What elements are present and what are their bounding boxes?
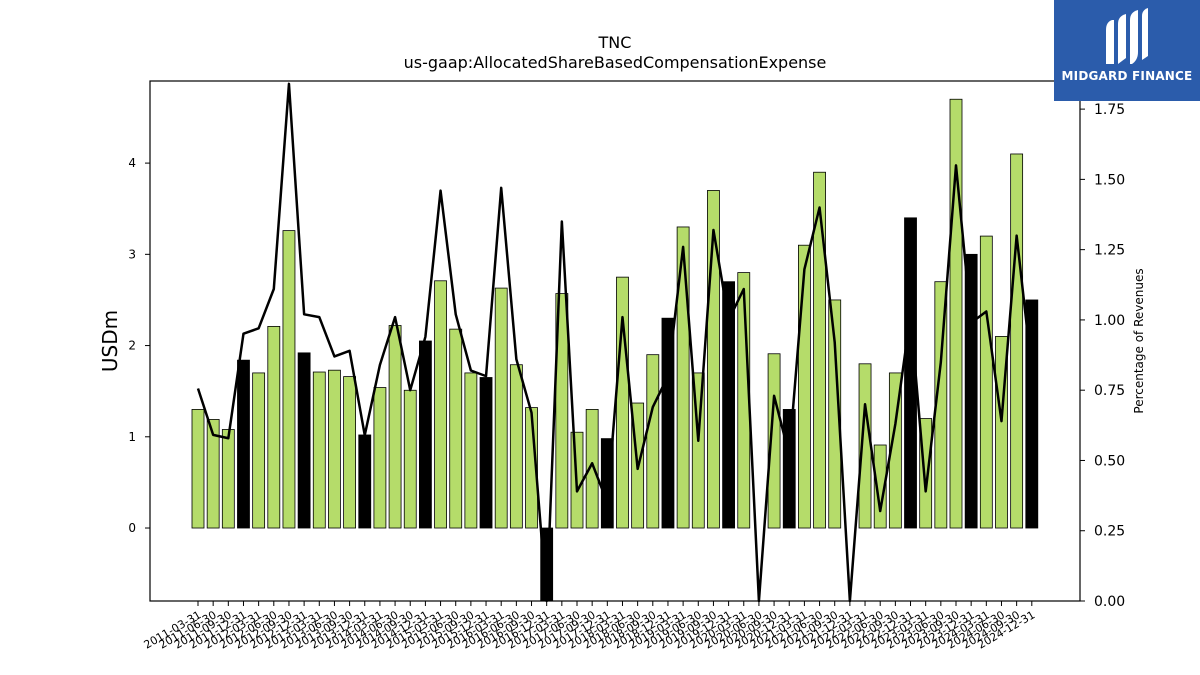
midgard-finance-logo: MIDGARD FINANCE (1054, 0, 1200, 101)
bar-2015-03-31 (434, 280, 447, 529)
bar-2020-09-30 (767, 353, 781, 529)
percentage-line (196, 82, 1034, 603)
bar-2024-12-31 (1025, 299, 1039, 529)
bar-2023-09-30 (949, 98, 963, 529)
bar-2011-09-30 (221, 429, 235, 529)
bar-2013-09-30 (343, 376, 357, 529)
bar-2017-03-31 (555, 293, 569, 529)
bar-2021-09-30 (828, 299, 842, 529)
bar-2019-03-31 (676, 226, 690, 529)
line-layer (196, 82, 1034, 603)
y-tick-label: 3 (128, 247, 136, 261)
bar-2012-09-30 (282, 230, 296, 529)
bar-2021-06-30 (813, 171, 826, 529)
midgard-logo-icon (1106, 8, 1148, 64)
bar-2024-09-30 (1010, 153, 1024, 529)
y-tick-label: 4 (128, 156, 136, 170)
chart-subtitle: us-gaap:AllocatedShareBasedCompensationE… (404, 53, 827, 72)
bar-2019-12-31 (722, 281, 735, 529)
y2-tick-label: 1.25 (1094, 243, 1125, 259)
y2-tick-label: 1.00 (1094, 313, 1125, 329)
bar-2022-06-30 (873, 444, 887, 529)
y2-tick-label: 0.75 (1094, 383, 1125, 399)
bar-2023-12-31 (964, 253, 978, 529)
bar-2018-03-31 (616, 276, 629, 529)
bar-2016-03-31 (494, 287, 508, 529)
bar-2022-09-30 (888, 372, 902, 529)
bar-2018-12-31 (661, 317, 675, 529)
y2-tick-label: 0.00 (1094, 594, 1125, 610)
bars-layer (191, 98, 1039, 602)
bar-2017-09-30 (585, 409, 599, 529)
bar-2024-03-31 (979, 235, 993, 529)
plot-frame (149, 80, 1081, 602)
bar-2020-12-31 (782, 409, 796, 529)
axes-layer: 012340.000.250.500.751.001.251.501.75201… (128, 80, 1125, 652)
bar-2014-12-31 (418, 340, 432, 529)
y2-tick-label: 1.75 (1094, 102, 1125, 118)
bar-2012-12-31 (297, 352, 311, 529)
bar-2014-03-31 (373, 387, 387, 529)
y2-tick-label: 0.50 (1094, 453, 1125, 469)
y2-tick-label: 0.25 (1094, 524, 1125, 540)
bar-2015-06-30 (449, 328, 463, 529)
bar-2015-12-31 (479, 377, 493, 529)
bar-2013-12-31 (358, 434, 372, 529)
bar-2011-03-31 (191, 409, 205, 529)
bar-2013-03-31 (312, 371, 326, 529)
y-tick-label: 1 (128, 430, 136, 444)
bar-2015-09-30 (464, 372, 478, 529)
logo-text: MIDGARD FINANCE (1061, 69, 1193, 83)
y-tick-label: 2 (128, 339, 136, 353)
bar-2011-06-30 (206, 419, 220, 529)
bar-2014-06-30 (388, 325, 402, 529)
bar-2013-06-30 (328, 369, 341, 529)
y2-tick-label: 1.50 (1094, 172, 1125, 188)
bar-2021-03-31 (798, 244, 811, 529)
bar-2018-09-30 (646, 354, 660, 529)
chart-title: TNC (598, 33, 632, 52)
y-axis-label: USDm (98, 310, 122, 372)
y-tick-label: 0 (128, 521, 136, 535)
y2-axis-label: Percentage of Revenues (1132, 268, 1146, 413)
bar-2016-06-30 (509, 364, 523, 529)
bar-2012-03-31 (252, 372, 266, 529)
bar-2014-09-30 (403, 389, 417, 529)
bar-2011-12-31 (237, 359, 250, 529)
bar-2012-06-30 (267, 325, 281, 529)
